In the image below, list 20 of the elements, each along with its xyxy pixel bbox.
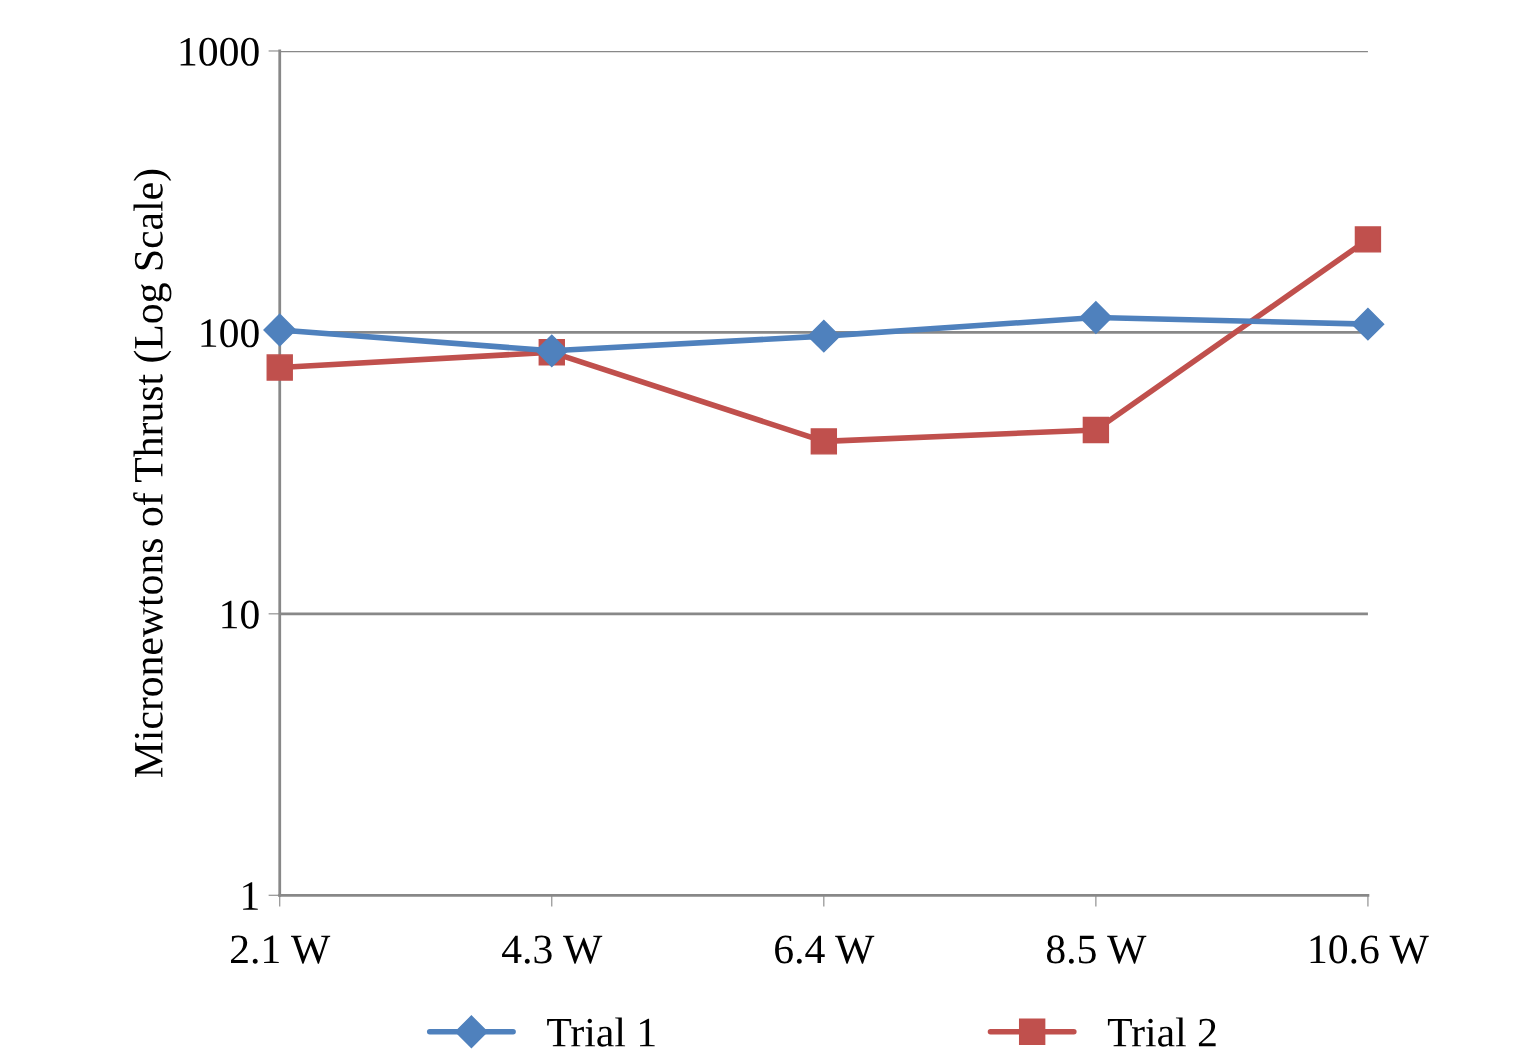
y-tick-label: 1000 — [180, 37, 259, 66]
x-tick-label: 10.6 W — [1310, 935, 1429, 964]
point — [1351, 307, 1385, 341]
legend-label: Trial 1 — [547, 1017, 655, 1047]
point — [807, 319, 841, 353]
x-tick-label: 2.1 W — [231, 935, 331, 964]
x-tick-label: 4.3 W — [502, 935, 603, 964]
point — [1079, 301, 1113, 334]
y-axis-title: Micronewtons of Thrust (Log Scale) — [133, 169, 172, 778]
legend-label: Trial 2 — [1107, 1017, 1216, 1047]
point — [1082, 416, 1110, 444]
point — [263, 313, 297, 347]
x-tick-label: 6.4 W — [775, 935, 875, 964]
point — [1354, 226, 1382, 253]
y-tick-label: 100 — [201, 319, 259, 348]
y-tick-label: 10 — [222, 600, 259, 629]
y-tick-label: 1 — [243, 882, 258, 910]
point — [266, 354, 293, 381]
x-tick-label: 8.5 W — [1046, 935, 1147, 964]
point — [810, 428, 838, 455]
